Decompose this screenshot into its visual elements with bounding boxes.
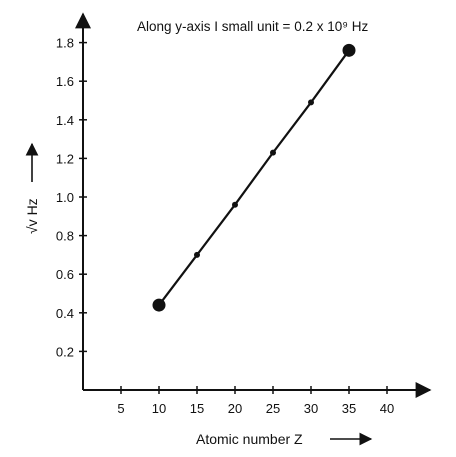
axes: [75, 12, 432, 398]
y-tick-label: 0.6: [56, 267, 74, 282]
data-point-endpoint: [342, 43, 356, 57]
data-point-endpoint: [152, 298, 166, 312]
x-tick-label: 40: [380, 401, 394, 416]
x-tick-label: 10: [152, 401, 166, 416]
y-tick-label: 1.4: [56, 113, 74, 128]
y-axis-title-group: √v Hz: [24, 142, 40, 234]
x-tick-label: 25: [266, 401, 280, 416]
y-tick-label: 1.6: [56, 74, 74, 89]
y-tick-label: 1.2: [56, 151, 74, 166]
data-point: [232, 201, 238, 208]
x-tick-label: 30: [304, 401, 318, 416]
x-tick-label: 35: [342, 401, 356, 416]
x-tick-label: 5: [117, 401, 124, 416]
x-tick-label: 20: [228, 401, 242, 416]
x-tick-label: 15: [190, 401, 204, 416]
y-tick-label: 1.0: [56, 190, 74, 205]
series-layer: [152, 43, 356, 312]
x-ticks: 5 10 15 20 25 30 35 40: [117, 386, 394, 416]
y-tick-label: 0.4: [56, 306, 74, 321]
y-tick-label: 0.2: [56, 344, 74, 359]
data-point: [194, 251, 200, 258]
data-point: [308, 99, 314, 106]
y-axis-title: √v Hz: [24, 198, 40, 234]
y-tick-label: 1.8: [56, 36, 74, 51]
x-axis-title: Atomic number Z: [196, 431, 303, 447]
chart-annotation: Along y-axis I small unit = 0.2 x 10⁹ Hz: [137, 19, 369, 34]
y-tick-label: 0.8: [56, 229, 74, 244]
y-ticks: 0.2 0.4 0.6 0.8 1.0 1.2 1.4 1.6 1.8: [56, 36, 87, 359]
data-point: [270, 149, 276, 156]
x-axis-title-group: Atomic number Z: [196, 431, 373, 447]
series-line: [158, 49, 350, 306]
